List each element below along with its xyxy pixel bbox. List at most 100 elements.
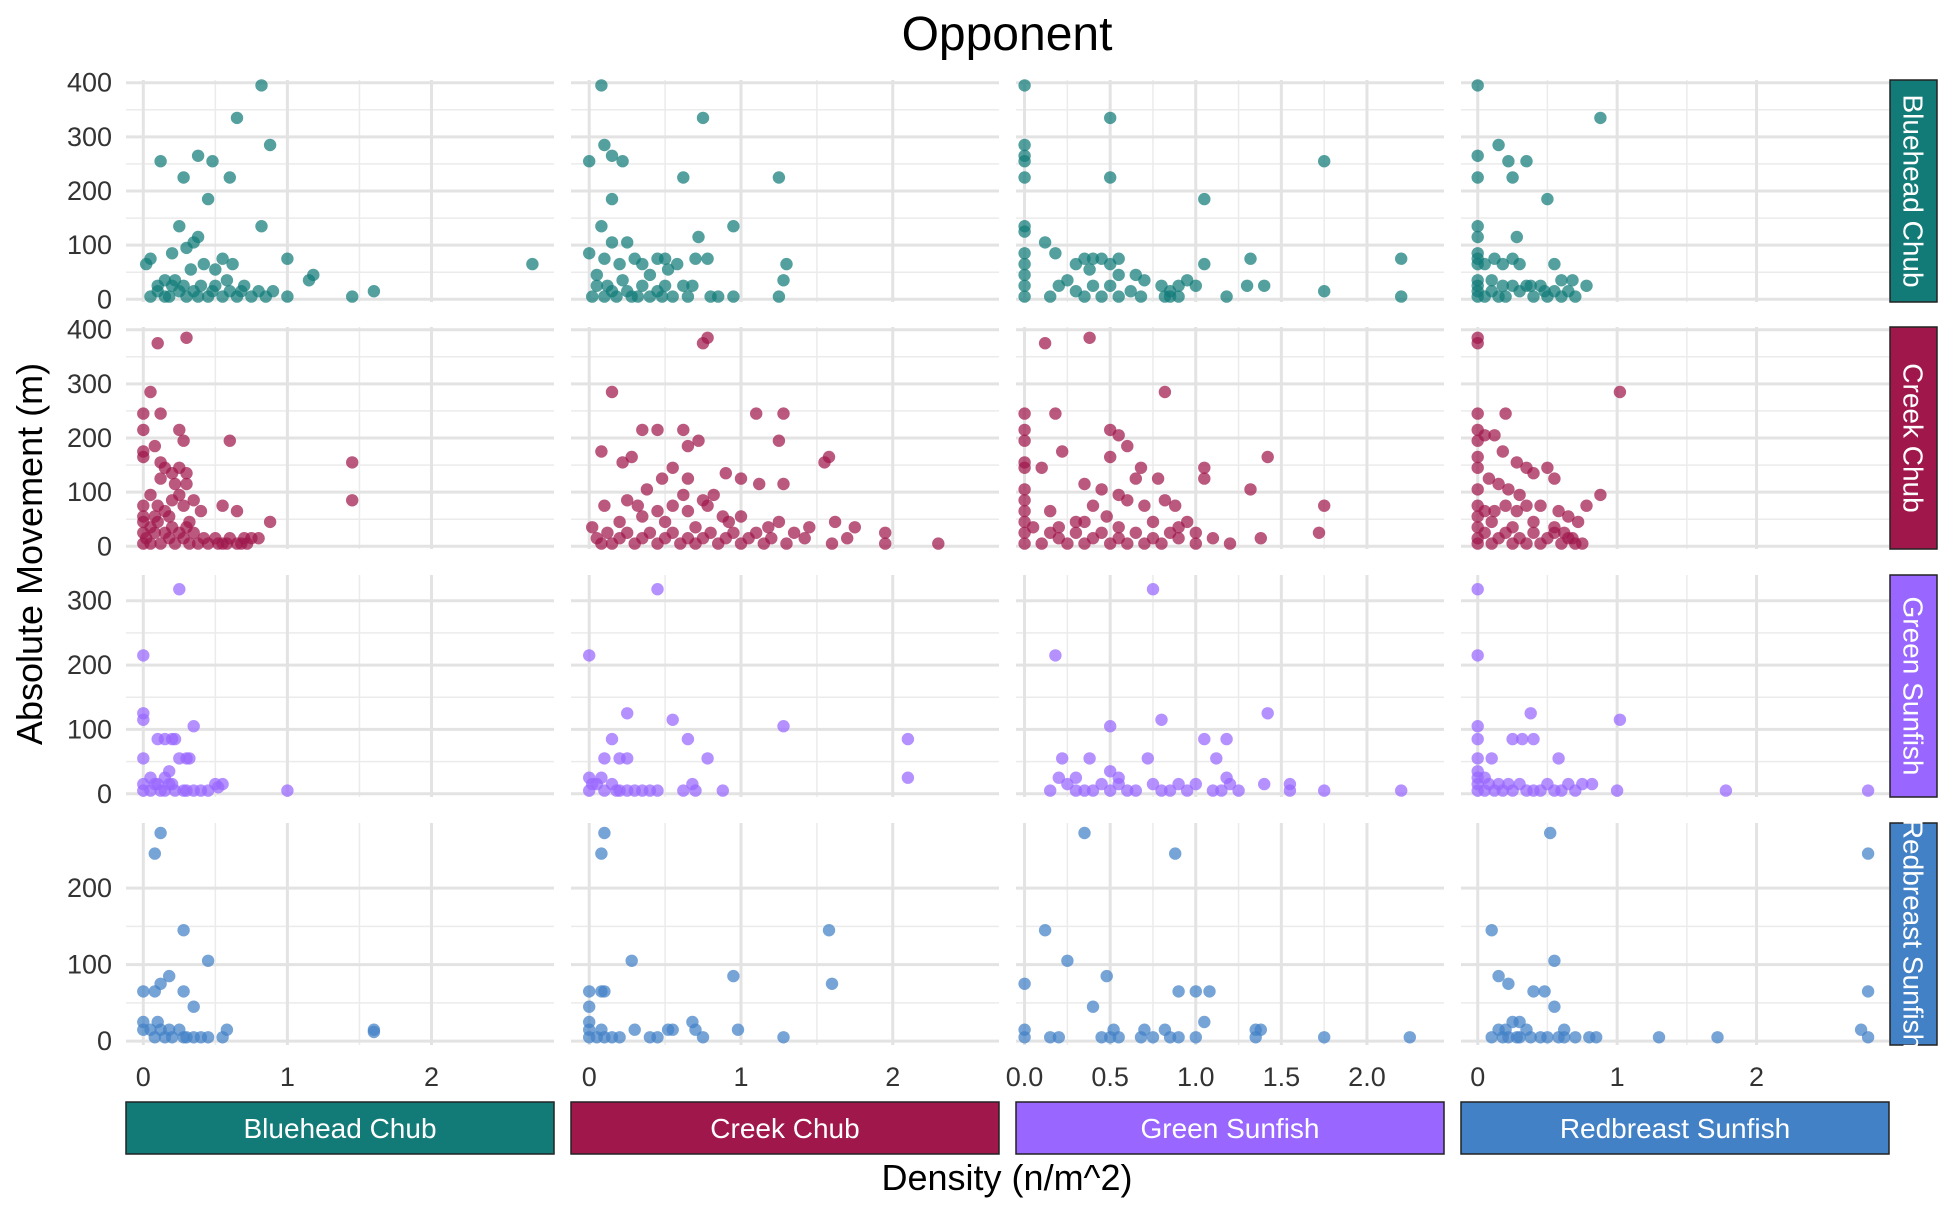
data-point bbox=[1121, 439, 1134, 453]
col-strip-label: Redbreast Sunfish bbox=[1560, 1113, 1790, 1144]
data-point bbox=[1100, 969, 1113, 983]
x-tick-label: 2 bbox=[1749, 1062, 1764, 1092]
data-point bbox=[1181, 784, 1194, 797]
data-point bbox=[1541, 192, 1554, 206]
data-point bbox=[187, 1000, 200, 1013]
data-point bbox=[636, 423, 649, 437]
data-point bbox=[1571, 515, 1585, 529]
y-tick-label: 0 bbox=[97, 284, 112, 314]
data-point bbox=[1471, 407, 1484, 420]
data-point bbox=[1172, 290, 1185, 303]
data-point bbox=[583, 155, 596, 168]
data-point bbox=[677, 488, 690, 502]
data-point bbox=[707, 488, 720, 502]
data-point bbox=[621, 236, 634, 249]
data-point bbox=[625, 954, 638, 967]
data-point bbox=[777, 477, 790, 491]
data-point bbox=[1018, 423, 1031, 437]
data-point bbox=[1513, 257, 1526, 271]
data-point bbox=[154, 472, 167, 485]
data-point bbox=[879, 537, 892, 550]
data-point bbox=[932, 537, 945, 550]
data-point bbox=[666, 526, 679, 539]
data-point bbox=[191, 290, 205, 303]
data-point bbox=[677, 279, 690, 292]
x-tick-label: 0 bbox=[1470, 1062, 1485, 1092]
panel-redbreast-sunfish-vs-bluehead-chub bbox=[126, 823, 554, 1045]
data-point bbox=[163, 969, 176, 983]
data-point bbox=[1861, 784, 1875, 797]
data-point bbox=[661, 263, 675, 276]
data-point bbox=[901, 771, 915, 784]
data-point bbox=[1100, 510, 1113, 523]
data-point bbox=[681, 732, 695, 746]
data-point bbox=[613, 1031, 626, 1044]
data-point bbox=[1086, 252, 1100, 265]
data-point bbox=[1552, 752, 1565, 765]
data-point bbox=[1562, 510, 1575, 523]
data-point bbox=[1594, 111, 1607, 125]
data-point bbox=[780, 257, 793, 271]
data-point bbox=[1594, 488, 1607, 502]
data-point bbox=[1155, 784, 1168, 797]
col-strip-creek-chub: Creek Chub bbox=[570, 1101, 1000, 1155]
data-point bbox=[1471, 171, 1484, 184]
data-point bbox=[235, 285, 248, 298]
data-point bbox=[1038, 337, 1052, 350]
data-point bbox=[1198, 1015, 1211, 1029]
data-point bbox=[616, 274, 629, 287]
data-point bbox=[1146, 515, 1160, 529]
data-point bbox=[643, 290, 657, 303]
data-point bbox=[1548, 954, 1561, 967]
data-point bbox=[716, 784, 729, 797]
data-point bbox=[1569, 1031, 1582, 1044]
data-point bbox=[1502, 977, 1515, 990]
panel-creek-chub-vs-bluehead-chub bbox=[126, 327, 554, 550]
data-point bbox=[1026, 521, 1040, 534]
data-point bbox=[1138, 499, 1151, 512]
data-point bbox=[1471, 450, 1484, 464]
data-point bbox=[1069, 784, 1083, 797]
y-tick-label: 100 bbox=[67, 230, 112, 260]
data-point bbox=[1261, 450, 1274, 464]
data-point bbox=[1181, 515, 1194, 529]
data-point bbox=[772, 171, 786, 184]
data-point bbox=[223, 434, 236, 447]
x-tick-label: 1.5 bbox=[1263, 1062, 1301, 1092]
data-point bbox=[1189, 985, 1203, 998]
data-point bbox=[148, 526, 161, 539]
data-point bbox=[173, 488, 186, 502]
data-point bbox=[245, 290, 258, 303]
data-point bbox=[1471, 720, 1484, 733]
data-point bbox=[1548, 472, 1561, 485]
x-tick-label: 0.5 bbox=[1091, 1062, 1129, 1092]
data-point bbox=[651, 784, 664, 797]
data-point bbox=[1198, 732, 1211, 746]
data-point bbox=[1283, 784, 1297, 797]
data-point bbox=[1095, 483, 1108, 496]
data-point bbox=[701, 331, 714, 344]
data-point bbox=[598, 499, 611, 512]
data-point bbox=[144, 537, 157, 550]
data-point bbox=[187, 720, 200, 733]
data-point bbox=[818, 456, 831, 469]
data-point bbox=[1018, 268, 1031, 282]
data-point bbox=[1112, 268, 1125, 282]
data-point bbox=[1485, 752, 1498, 765]
data-point bbox=[822, 924, 836, 937]
data-point bbox=[1471, 752, 1484, 765]
data-point bbox=[1513, 488, 1526, 502]
data-point bbox=[1189, 526, 1203, 539]
row-strip-label: Creek Chub bbox=[1898, 363, 1929, 512]
data-point bbox=[1018, 247, 1031, 260]
data-point bbox=[1471, 483, 1484, 496]
data-point bbox=[1203, 985, 1216, 998]
data-point bbox=[605, 385, 619, 399]
data-point bbox=[825, 537, 839, 550]
data-point bbox=[137, 526, 150, 539]
data-point bbox=[681, 504, 695, 518]
data-point bbox=[1223, 777, 1237, 791]
data-point bbox=[689, 521, 702, 534]
x-tick-label: 1 bbox=[733, 1062, 748, 1092]
data-point bbox=[689, 252, 702, 265]
